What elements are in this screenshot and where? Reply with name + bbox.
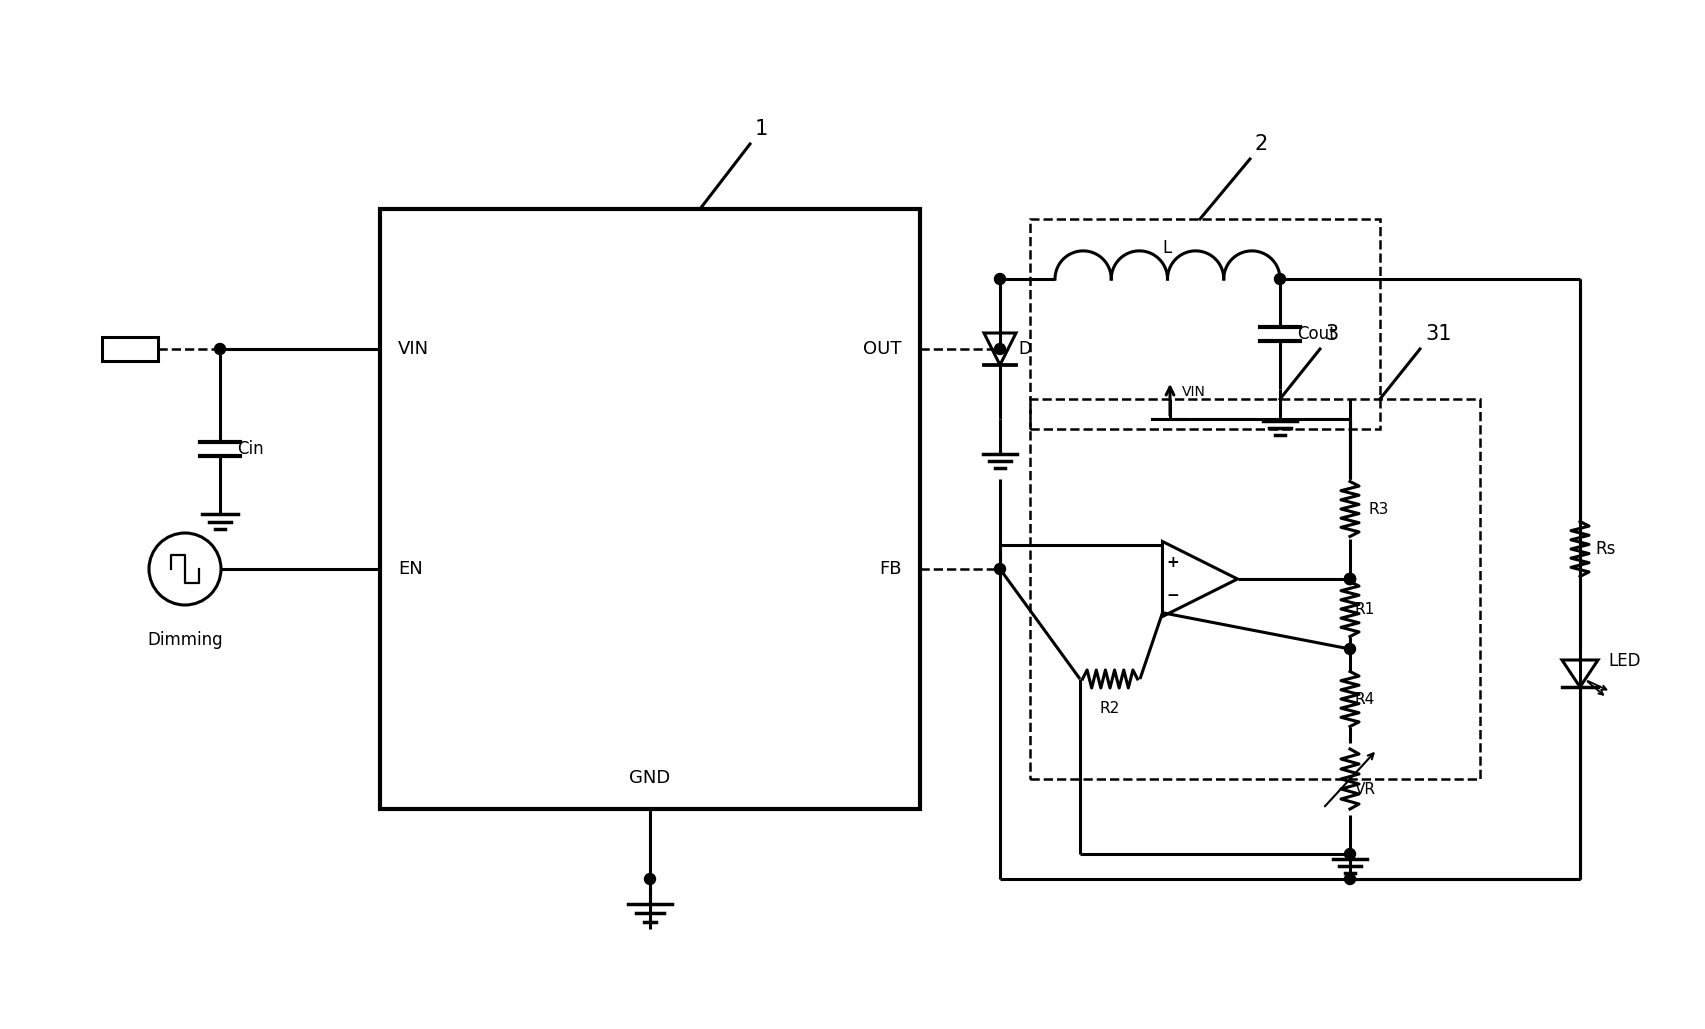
Text: −: − <box>1166 589 1178 603</box>
Text: R3: R3 <box>1367 501 1388 517</box>
Bar <box>380 209 919 809</box>
Text: Dimming: Dimming <box>147 631 223 649</box>
Text: R2: R2 <box>1100 701 1120 716</box>
Text: VR: VR <box>1354 781 1376 796</box>
Circle shape <box>994 344 1004 355</box>
Text: L: L <box>1163 239 1171 257</box>
Text: Cin: Cin <box>237 440 264 458</box>
Text: Rs: Rs <box>1594 540 1615 558</box>
Circle shape <box>1344 573 1355 584</box>
Bar <box>1030 219 1379 429</box>
Circle shape <box>994 564 1004 574</box>
FancyBboxPatch shape <box>102 338 159 361</box>
Text: R1: R1 <box>1354 602 1374 616</box>
Text: D: D <box>1018 340 1030 358</box>
Text: 31: 31 <box>1424 324 1451 344</box>
Text: 1: 1 <box>755 119 767 139</box>
Text: 3: 3 <box>1325 324 1337 344</box>
Text: 2: 2 <box>1255 134 1267 154</box>
Circle shape <box>215 344 225 355</box>
Text: GND: GND <box>629 769 670 787</box>
Bar <box>1030 399 1480 779</box>
Circle shape <box>1344 849 1355 859</box>
Text: FB: FB <box>880 560 902 578</box>
Text: R4: R4 <box>1354 691 1374 707</box>
Text: Cout: Cout <box>1296 325 1335 343</box>
Circle shape <box>1344 874 1355 885</box>
Text: VIN: VIN <box>397 340 430 358</box>
Circle shape <box>1344 573 1355 584</box>
Text: +: + <box>1166 555 1178 570</box>
Circle shape <box>994 274 1004 284</box>
Circle shape <box>1274 274 1286 284</box>
Circle shape <box>1344 573 1355 584</box>
Circle shape <box>644 874 655 885</box>
Text: OUT: OUT <box>863 340 902 358</box>
Text: EN: EN <box>397 560 423 578</box>
Text: LED: LED <box>1608 652 1640 670</box>
Text: VIN: VIN <box>1182 385 1205 399</box>
Circle shape <box>1344 643 1355 654</box>
